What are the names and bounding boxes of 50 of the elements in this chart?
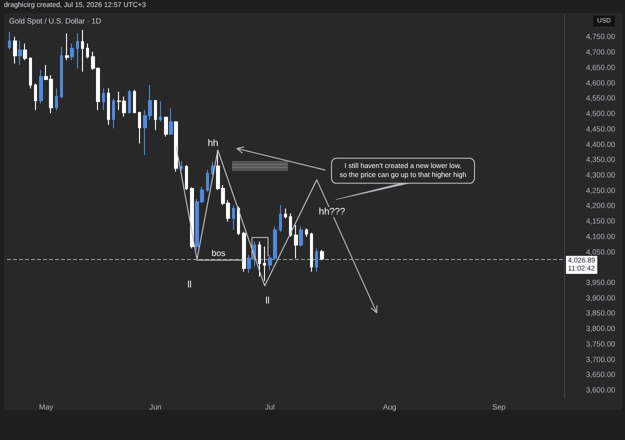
- candlestick: [315, 248, 318, 272]
- candlestick: [169, 108, 173, 136]
- candlestick: [23, 42, 27, 61]
- candlestick: [190, 186, 194, 249]
- candlestick: [81, 29, 84, 72]
- candlestick: [206, 170, 209, 192]
- candlestick: [247, 254, 251, 274]
- candlestick: [263, 246, 266, 282]
- candlestick: [60, 46, 63, 99]
- candlestick: [237, 206, 240, 236]
- candlestick: [284, 208, 287, 219]
- candlestick: [159, 101, 162, 122]
- annotation: hh: [208, 138, 218, 149]
- candlestick: [65, 32, 69, 61]
- candlestick: [29, 56, 32, 89]
- candlestick: [299, 226, 303, 248]
- candlestick: [185, 164, 188, 191]
- candlestick: [55, 88, 58, 111]
- annotation: ll: [187, 280, 192, 290]
- candlestick: [138, 111, 141, 144]
- candlestick: [320, 249, 324, 261]
- line-series: [176, 146, 318, 286]
- candlestick: [174, 120, 178, 172]
- candlestick: [242, 231, 246, 272]
- candlestick: [279, 204, 282, 232]
- candlestick: [18, 40, 22, 66]
- candlestick: [164, 116, 168, 138]
- candlestick: [211, 161, 214, 176]
- candlestick: [180, 160, 183, 171]
- candlestick: [86, 42, 89, 59]
- candlestick: [128, 89, 131, 114]
- candlestick: [258, 241, 261, 278]
- candlestick: [70, 42, 74, 61]
- annotation: bos: [212, 248, 226, 258]
- candlestick: [34, 83, 37, 111]
- candlestick: [112, 98, 115, 129]
- candlestick: [154, 100, 157, 131]
- candlestick: [102, 88, 105, 111]
- annotation: ll: [265, 296, 270, 306]
- annotation: hh???: [318, 206, 346, 218]
- candlestick: [310, 232, 313, 272]
- candlestick: [8, 31, 11, 50]
- candlestick: [133, 89, 136, 114]
- candlestick: [107, 88, 110, 126]
- candlestick: [232, 204, 235, 230]
- candlestick: [39, 69, 43, 104]
- candlestick: [76, 32, 79, 69]
- candlestick: [305, 228, 308, 238]
- candlestick: [294, 224, 298, 259]
- candlestick: [13, 36, 17, 64]
